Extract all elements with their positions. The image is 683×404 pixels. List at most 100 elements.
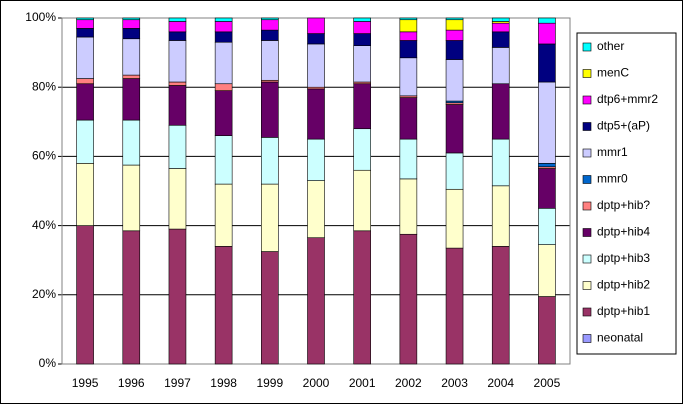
- bar-segment: [445, 247, 464, 365]
- bar-segment: [399, 31, 418, 41]
- x-tick-label: 2005: [534, 376, 561, 390]
- legend-swatch: [582, 122, 592, 131]
- bar-segment: [122, 19, 141, 29]
- bar-segment: [491, 31, 510, 48]
- legend-label: dptp+hib3: [597, 251, 650, 265]
- bar-segment: [399, 17, 418, 21]
- bar-segment: [168, 17, 187, 22]
- legend-swatch: [582, 334, 592, 343]
- bar-segment: [122, 38, 141, 76]
- legend-swatch: [582, 254, 592, 264]
- bar-segment: [214, 246, 233, 365]
- bar-segment: [122, 74, 141, 79]
- bar-segment: [538, 244, 556, 297]
- bar-segment: [445, 152, 464, 190]
- bar-segment: [399, 233, 418, 365]
- bar-segment: [307, 88, 325, 140]
- bar-segment: [214, 31, 233, 43]
- bar-segment: [168, 85, 187, 126]
- bar-segment: [399, 57, 418, 97]
- legend-swatch: [582, 201, 592, 211]
- bar-segment: [538, 22, 556, 45]
- bar-segment: [122, 230, 141, 365]
- x-tick-label: 1998: [210, 376, 237, 390]
- bar-segment: [214, 83, 233, 91]
- legend-label: dptp+hib1: [597, 304, 650, 318]
- bar-segment: [214, 41, 233, 85]
- bar-segment: [261, 183, 279, 252]
- bar-segment: [538, 296, 556, 365]
- bar-segment: [76, 225, 94, 365]
- legend-swatch: [582, 42, 592, 52]
- legend-label: mmr1: [597, 145, 628, 159]
- bar-segment: [214, 183, 233, 247]
- bar-segment: [168, 31, 187, 41]
- bar-segment: [399, 178, 418, 235]
- bar-segment: [261, 19, 279, 31]
- bar-segment: [214, 135, 233, 185]
- bar-segment: [122, 28, 141, 40]
- bar-segment: [491, 246, 510, 365]
- bar-segment: [445, 59, 464, 102]
- x-tick-label: 2000: [303, 376, 330, 390]
- bar-segment: [168, 228, 187, 365]
- bar-segment: [122, 17, 141, 21]
- bar-segment: [261, 40, 279, 81]
- bar-segment: [122, 119, 141, 166]
- bar-segment: [261, 251, 279, 365]
- bar-segment: [491, 17, 510, 22]
- legend-label: dptp+hib2: [597, 278, 650, 292]
- bar-segment: [76, 83, 94, 121]
- bar-segment: [538, 81, 556, 164]
- bar-segment: [261, 81, 279, 138]
- y-tick-label: 20%: [32, 287, 56, 301]
- bar-segment: [214, 17, 233, 22]
- legend-label: dtp6+mmr2: [597, 92, 658, 106]
- legend-swatch: [582, 148, 592, 158]
- legend-swatch: [582, 307, 592, 317]
- bar-segment: [353, 169, 371, 232]
- bar-segment: [445, 104, 464, 154]
- bar-segment: [353, 128, 371, 171]
- bar-segment: [307, 237, 325, 365]
- bar-segment: [261, 17, 279, 21]
- bar-segment: [214, 21, 233, 33]
- bar-segment: [445, 29, 464, 41]
- legend-swatch: [582, 69, 592, 78]
- bar-segment: [168, 40, 187, 83]
- bar-segment: [538, 208, 556, 245]
- legend-swatch: [582, 175, 592, 184]
- bar-segment: [307, 43, 325, 88]
- bar-segment: [214, 90, 233, 136]
- bar-segment: [353, 230, 371, 365]
- legend-label: dptp+hib?: [597, 198, 650, 212]
- bar-segment: [353, 45, 371, 83]
- bar-segment: [538, 163, 556, 168]
- legend-swatch: [582, 228, 592, 237]
- bar-segment: [261, 137, 279, 185]
- bar-segment: [445, 40, 464, 60]
- bar-segment: [445, 19, 464, 31]
- bar-segment: [307, 17, 325, 34]
- bar-segment: [353, 21, 371, 34]
- legend-label: dtp5+(aP): [597, 119, 650, 133]
- bar-segment: [353, 83, 371, 130]
- bar-segment: [76, 163, 94, 226]
- bar-segment: [76, 78, 94, 85]
- bar-segment: [122, 78, 141, 121]
- bar-segment: [445, 17, 464, 21]
- bar-segment: [538, 168, 556, 209]
- x-tick-label: 1996: [118, 376, 145, 390]
- legend-swatch: [582, 95, 592, 105]
- bar-segment: [399, 97, 418, 140]
- bar-segment: [399, 40, 418, 59]
- x-tick-label: 1997: [164, 376, 191, 390]
- bar-segment: [538, 43, 556, 83]
- legend-label: neonatal: [597, 331, 643, 345]
- y-tick-label: 0%: [39, 356, 57, 370]
- bar-segment: [168, 21, 187, 33]
- bar-segment: [491, 22, 510, 33]
